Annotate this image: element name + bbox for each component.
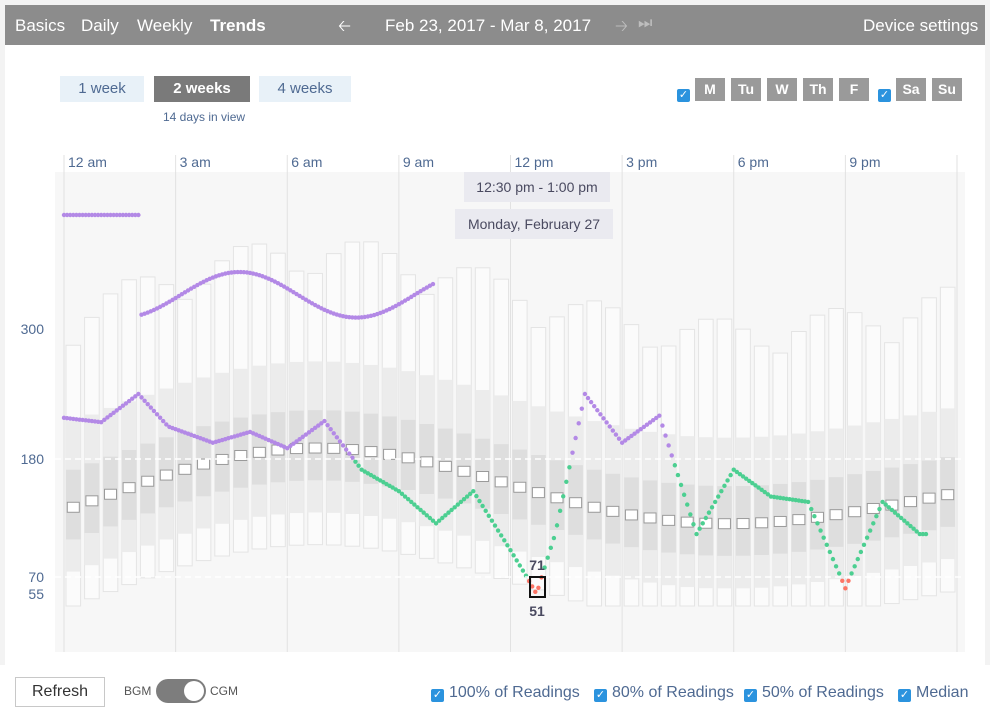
cgm-label: CGM [210,684,238,698]
checkbox-icon[interactable]: ✓ [431,689,444,702]
day-monday-toggle[interactable]: M [695,78,725,101]
checkbox-icon[interactable]: ✓ [744,689,757,702]
weekend-checkbox[interactable]: ✓ [878,89,891,102]
bgm-label: BGM [124,684,152,698]
legend-median-label: Median [916,684,969,701]
legend-50-label: 50% of Readings [762,684,884,701]
day-friday-toggle[interactable]: F [839,78,869,101]
weekdays-checkbox[interactable]: ✓ [677,89,690,102]
range-1-week-button[interactable]: 1 week [60,76,144,102]
legend-50-percent[interactable]: ✓ 50% of Readings [744,684,884,702]
day-tuesday-toggle[interactable]: Tu [731,78,761,101]
skip-to-end-icon[interactable]: ⏭ [638,15,653,32]
arrow-left-icon[interactable]: 🡠 [338,18,351,35]
day-saturday-toggle[interactable]: Sa [896,78,926,101]
date-range-label: Feb 23, 2017 - Mar 8, 2017 [385,16,592,35]
device-settings-link[interactable]: Device settings [863,16,979,35]
bgm-cgm-toggle[interactable] [156,679,206,703]
tab-basics[interactable]: Basics [15,16,66,35]
checkbox-icon[interactable]: ✓ [594,689,607,702]
day-wednesday-toggle[interactable]: W [767,78,797,101]
content-panel [5,45,985,665]
tab-weekly[interactable]: Weekly [137,16,193,35]
range-4-weeks-button[interactable]: 4 weeks [259,76,351,102]
top-navigation-bar: Basics Daily Weekly Trends 🡠 Feb 23, 201… [5,5,985,45]
day-sunday-toggle[interactable]: Su [932,78,962,101]
tooltip-day: Monday, February 27 [455,209,613,239]
checkbox-icon[interactable]: ✓ [898,689,911,702]
day-thursday-toggle[interactable]: Th [803,78,833,101]
legend-80-label: 80% of Readings [612,684,734,701]
tooltip-time-range: 12:30 pm - 1:00 pm [464,172,610,202]
tab-daily[interactable]: Daily [81,16,119,35]
legend-100-label: 100% of Readings [449,684,580,701]
arrow-right-icon[interactable]: 🡢 [615,18,628,35]
toggle-knob [184,681,204,701]
tab-trends[interactable]: Trends [210,16,266,35]
legend-median[interactable]: ✓ Median [898,684,968,702]
days-in-view-label: 14 days in view [163,110,246,124]
legend-100-percent[interactable]: ✓ 100% of Readings [431,684,580,702]
refresh-button[interactable]: Refresh [15,677,105,707]
legend-80-percent[interactable]: ✓ 80% of Readings [594,684,734,702]
range-2-weeks-button[interactable]: 2 weeks [154,76,250,102]
